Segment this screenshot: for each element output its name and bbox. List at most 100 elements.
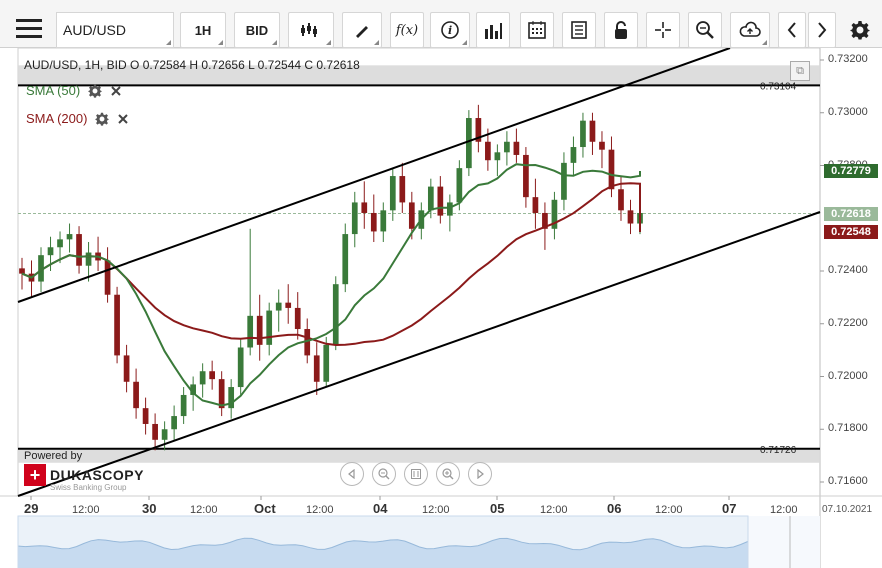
candle-body (114, 294, 120, 356)
candle-body (228, 387, 235, 409)
candle-body (542, 212, 548, 229)
time-tick-label: 07 (722, 501, 737, 516)
timeframe-label: 1H (194, 22, 212, 38)
time-tick-label: 12:00 (655, 504, 683, 516)
candle-body (190, 384, 196, 395)
candle-body (380, 210, 387, 232)
candle-body (570, 147, 577, 163)
draw-button[interactable] (342, 12, 382, 48)
candle-body (532, 197, 539, 213)
powered-by-text: Powered by (24, 450, 83, 462)
candle-body (209, 371, 216, 380)
volume-button[interactable] (476, 12, 510, 48)
candle-body (351, 202, 358, 235)
resistance-label: 0.73104 (760, 81, 797, 92)
support-label: 0.71726 (760, 445, 797, 456)
candle-body (389, 176, 396, 211)
candle-body (256, 315, 263, 345)
time-tick-label: 06 (607, 501, 622, 516)
candle-body (589, 120, 596, 142)
lock-button[interactable] (604, 12, 638, 48)
candle-body (323, 344, 330, 382)
candle-body (437, 186, 444, 216)
news-button[interactable] (562, 12, 596, 48)
scroll-right-button[interactable] (468, 462, 492, 486)
price-chart[interactable]: 0.73104 0.71726 (0, 48, 882, 568)
candle-body (504, 141, 510, 153)
candle-body (427, 186, 434, 211)
candle-body (294, 307, 301, 330)
candle-body (494, 152, 501, 161)
menu-icon[interactable] (14, 14, 44, 44)
cloud-icon (739, 21, 761, 37)
brand-tagline: Swiss Banking Group (50, 483, 127, 492)
reset-view-button[interactable] (404, 462, 428, 486)
candle-body (332, 284, 339, 345)
zoom-button[interactable] (688, 12, 722, 48)
price-side-selector[interactable]: BID (234, 12, 280, 48)
price-tick-label: 0.73000 (828, 105, 868, 118)
close-icon[interactable] (110, 85, 122, 97)
candle-body (485, 141, 491, 161)
candle-body (408, 202, 415, 229)
date-stamp: 07.10.2021 (822, 504, 873, 515)
magnifier-icon (696, 21, 714, 39)
zoom-out-button[interactable] (372, 462, 396, 486)
fx-icon: f(x) (395, 22, 419, 38)
ohlc-readout: AUD/USD, 1H, BID O 0.72584 H 0.72656 L 0… (24, 58, 360, 72)
candle-body (466, 118, 472, 169)
candle-body (313, 355, 320, 382)
maximize-icon[interactable]: ⧉ (790, 61, 810, 81)
price-side-label: BID (245, 22, 269, 38)
candle-body (456, 168, 463, 203)
sma200-legend: SMA (200) (26, 111, 129, 126)
calendar-icon (528, 21, 546, 39)
navigator-window (17, 515, 749, 568)
candle-body (361, 202, 368, 213)
zoom-in-button[interactable] (436, 462, 460, 486)
indicators-button[interactable]: f(x) (390, 12, 424, 48)
info-button[interactable]: i (430, 12, 470, 48)
candle-body (38, 255, 44, 282)
candle-body (580, 120, 586, 148)
candle-body (275, 302, 282, 311)
time-tick-label: 12:00 (540, 504, 568, 516)
gear-icon[interactable] (88, 84, 102, 98)
close-icon[interactable] (117, 113, 129, 125)
navigator-area (17, 537, 749, 568)
symbol-selector[interactable]: AUD/USD (56, 12, 174, 48)
time-tick-label: 12:00 (190, 504, 218, 516)
scroll-left-button[interactable] (340, 462, 364, 486)
chart-canvas[interactable]: 0.73104 0.71726 AUD/USD, 1H, BID O 0.7258… (0, 48, 882, 568)
swiss-cross-icon: + (24, 464, 46, 486)
next-button[interactable] (808, 12, 836, 48)
price-tick-label: 0.73200 (828, 53, 868, 65)
sma200-price-tag: 0.72548 (824, 224, 878, 239)
chevron-left-icon (787, 22, 796, 38)
cloud-save-button[interactable] (730, 12, 770, 48)
timeframe-selector[interactable]: 1H (180, 12, 226, 48)
crosshair-button[interactable] (646, 12, 680, 48)
candle-body (561, 162, 567, 200)
candle-body (171, 416, 177, 430)
dukascopy-logo[interactable]: Powered by + DUKASCOPY Swiss Banking Gro… (24, 450, 144, 492)
time-tick-label: 05 (490, 501, 505, 516)
prev-button[interactable] (778, 12, 806, 48)
candle-body (199, 371, 206, 385)
candle-type-button[interactable] (288, 12, 334, 48)
time-tick-label: 30 (142, 501, 157, 516)
reset-icon (411, 469, 421, 479)
candle-body (142, 408, 149, 424)
price-tick-label: 0.71600 (828, 475, 868, 487)
time-tick-label: 12:00 (72, 504, 100, 516)
calendar-button[interactable] (520, 12, 554, 48)
candle-body (47, 247, 54, 256)
time-tick-label: 04 (373, 501, 388, 516)
candle-body (446, 202, 453, 216)
settings-button[interactable] (844, 12, 876, 48)
chevron-right-icon (818, 22, 827, 38)
candle-body (247, 315, 254, 348)
candle-body (475, 118, 482, 142)
gear-icon[interactable] (95, 112, 110, 126)
price-tick-label: 0.71800 (828, 422, 868, 435)
